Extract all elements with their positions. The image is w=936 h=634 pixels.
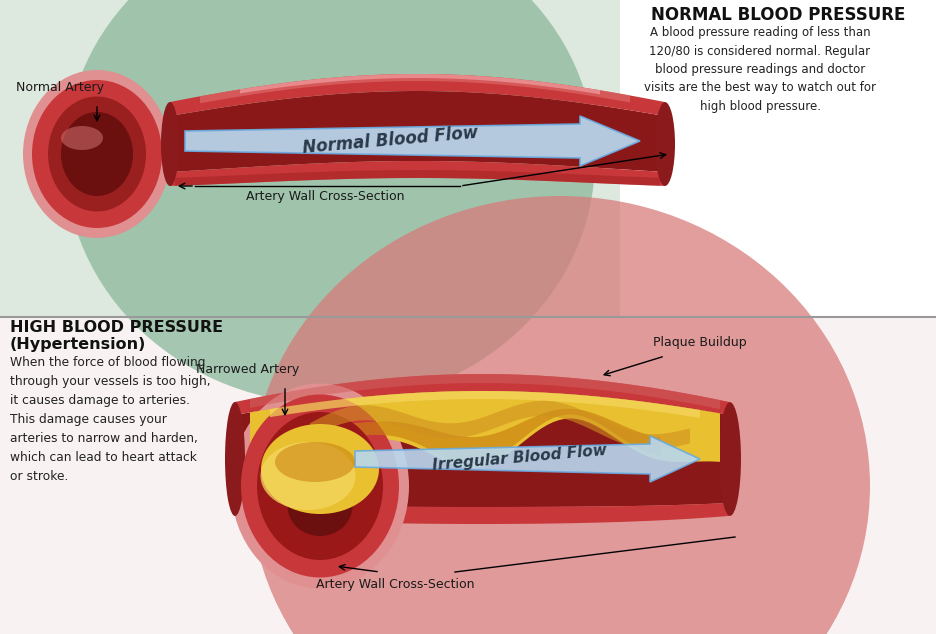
Ellipse shape xyxy=(655,102,675,186)
Ellipse shape xyxy=(61,126,103,150)
Bar xyxy=(620,0,936,317)
Polygon shape xyxy=(310,401,690,450)
Ellipse shape xyxy=(287,476,353,536)
Polygon shape xyxy=(185,116,640,166)
Polygon shape xyxy=(250,374,720,409)
Polygon shape xyxy=(355,436,700,482)
Text: Artery Wall Cross-Section: Artery Wall Cross-Section xyxy=(246,190,404,203)
Ellipse shape xyxy=(257,412,383,560)
Polygon shape xyxy=(235,503,730,524)
Polygon shape xyxy=(235,391,730,507)
Ellipse shape xyxy=(241,394,399,578)
Ellipse shape xyxy=(23,70,171,238)
Polygon shape xyxy=(200,74,630,103)
Ellipse shape xyxy=(719,402,741,516)
Polygon shape xyxy=(240,74,600,94)
Ellipse shape xyxy=(48,96,146,212)
Text: When the force of blood flowing
through your vessels is too high,
it causes dama: When the force of blood flowing through … xyxy=(10,356,211,483)
Ellipse shape xyxy=(32,80,162,228)
Ellipse shape xyxy=(161,102,179,186)
Ellipse shape xyxy=(261,424,379,514)
Text: HIGH BLOOD PRESSURE: HIGH BLOOD PRESSURE xyxy=(10,320,223,335)
Ellipse shape xyxy=(260,442,356,510)
Polygon shape xyxy=(270,391,700,418)
Polygon shape xyxy=(170,74,665,116)
Ellipse shape xyxy=(61,112,133,196)
Text: Normal Artery: Normal Artery xyxy=(16,81,104,94)
Text: Plaque Buildup: Plaque Buildup xyxy=(653,336,747,349)
Bar xyxy=(0,317,936,634)
Ellipse shape xyxy=(250,196,870,634)
Text: Irregular Blood Flow: Irregular Blood Flow xyxy=(432,443,608,473)
Ellipse shape xyxy=(65,0,595,404)
Bar xyxy=(0,0,936,317)
Polygon shape xyxy=(250,391,720,468)
Text: (Hypertension): (Hypertension) xyxy=(10,337,146,352)
Text: Narrowed Artery: Narrowed Artery xyxy=(197,363,300,376)
Polygon shape xyxy=(170,91,665,172)
Ellipse shape xyxy=(225,402,245,516)
Polygon shape xyxy=(235,374,730,415)
Ellipse shape xyxy=(275,442,355,482)
Text: Artery Wall Cross-Section: Artery Wall Cross-Section xyxy=(315,578,475,591)
Text: Normal Blood Flow: Normal Blood Flow xyxy=(301,124,478,157)
Polygon shape xyxy=(175,170,660,186)
Ellipse shape xyxy=(231,384,409,588)
Polygon shape xyxy=(170,161,665,186)
Polygon shape xyxy=(310,409,661,464)
Text: NORMAL BLOOD PRESSURE: NORMAL BLOOD PRESSURE xyxy=(651,6,905,24)
Text: A blood pressure reading of less than
120/80 is considered normal. Regular
blood: A blood pressure reading of less than 12… xyxy=(644,26,876,113)
